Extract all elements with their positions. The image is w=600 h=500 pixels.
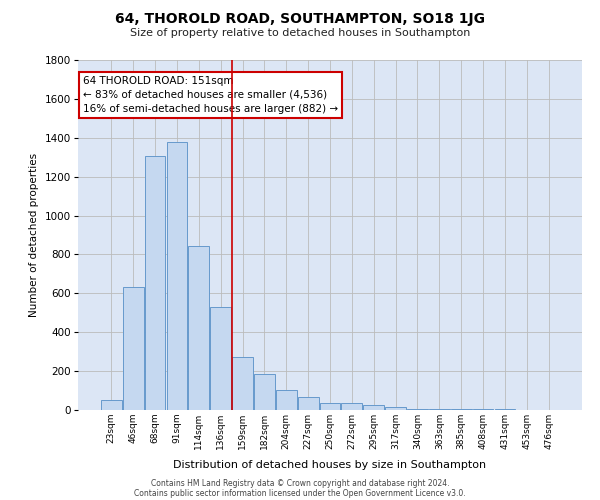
Y-axis label: Number of detached properties: Number of detached properties — [29, 153, 39, 317]
Bar — [123, 286, 143, 410]
Bar — [232, 356, 253, 410]
Text: 64, THOROLD ROAD, SOUTHAMPTON, SO18 1JG: 64, THOROLD ROAD, SOUTHAMPTON, SO18 1JG — [115, 12, 485, 26]
X-axis label: Distribution of detached houses by size in Southampton: Distribution of detached houses by size … — [173, 460, 487, 470]
Bar — [254, 374, 275, 410]
Text: 64 THOROLD ROAD: 151sqm
← 83% of detached houses are smaller (4,536)
16% of semi: 64 THOROLD ROAD: 151sqm ← 83% of detache… — [83, 76, 338, 114]
Bar — [101, 400, 122, 410]
Bar — [385, 406, 406, 410]
Text: Contains HM Land Registry data © Crown copyright and database right 2024.: Contains HM Land Registry data © Crown c… — [151, 478, 449, 488]
Bar — [494, 409, 515, 410]
Text: Contains public sector information licensed under the Open Government Licence v3: Contains public sector information licen… — [134, 488, 466, 498]
Bar — [364, 404, 384, 410]
Bar — [167, 142, 187, 410]
Bar — [276, 390, 296, 410]
Bar — [298, 398, 319, 410]
Text: Size of property relative to detached houses in Southampton: Size of property relative to detached ho… — [130, 28, 470, 38]
Bar — [210, 307, 231, 410]
Bar — [188, 246, 209, 410]
Bar — [407, 409, 428, 410]
Bar — [145, 156, 166, 410]
Bar — [429, 409, 450, 410]
Bar — [451, 409, 472, 410]
Bar — [341, 403, 362, 410]
Bar — [320, 402, 340, 410]
Bar — [473, 409, 493, 410]
